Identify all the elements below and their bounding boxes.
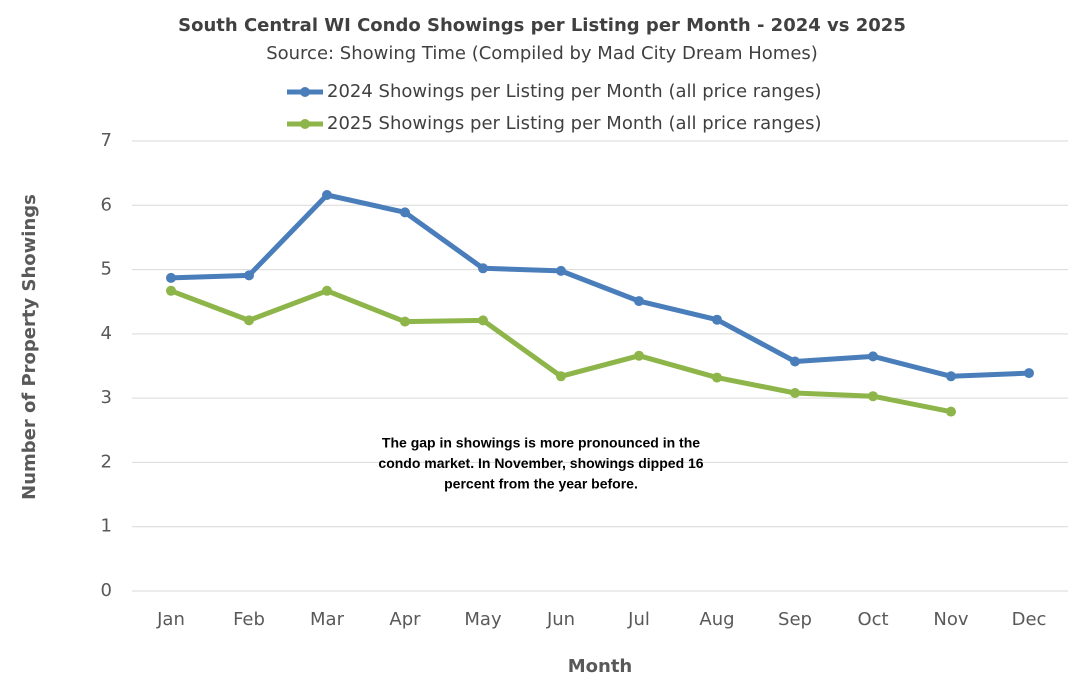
legend-marker <box>300 119 310 129</box>
y-tick-label: 6 <box>101 194 112 215</box>
x-tick-label: Apr <box>389 609 421 630</box>
annotation: condo market. In November, showings dipp… <box>378 455 703 471</box>
data-point <box>166 272 176 283</box>
x-tick-label: Jul <box>627 609 650 630</box>
x-axis-title: Month <box>568 656 633 677</box>
data-point <box>712 314 722 325</box>
data-point <box>556 371 566 382</box>
data-point <box>322 190 332 200</box>
annotation: The gap in showings is more pronounced i… <box>382 435 700 451</box>
series-line <box>170 192 1030 379</box>
data-point <box>400 316 410 327</box>
chart-subtitle: Source: Showing Time (Compiled by Mad Ci… <box>266 43 818 64</box>
legend-marker <box>300 87 310 97</box>
data-point <box>322 285 332 296</box>
data-point <box>244 270 254 281</box>
data-point <box>946 406 956 417</box>
data-point <box>400 207 410 218</box>
data-point <box>1024 368 1034 379</box>
x-tick-label: Jan <box>156 609 185 630</box>
y-tick-label: 5 <box>101 259 112 280</box>
data-point <box>166 285 176 296</box>
y-tick-label: 0 <box>101 580 112 601</box>
chart-title: South Central WI Condo Showings per List… <box>178 15 906 36</box>
legend-label: 2025 Showings per Listing per Month (all… <box>327 113 821 134</box>
x-tick-label: Aug <box>699 609 734 630</box>
x-tick-label: Dec <box>1012 609 1047 630</box>
y-tick-label: 1 <box>101 516 112 537</box>
x-tick-label: Feb <box>233 609 265 630</box>
data-point <box>946 371 956 382</box>
y-tick-label: 7 <box>101 130 112 151</box>
y-tick-label: 4 <box>101 323 112 344</box>
data-point <box>556 265 566 276</box>
data-point <box>244 315 254 326</box>
data-point <box>790 388 800 398</box>
data-point <box>712 372 722 383</box>
y-axis-title: Number of Property Showings <box>19 194 40 500</box>
x-tick-label: Nov <box>933 609 968 630</box>
x-tick-label: Sep <box>778 609 812 630</box>
data-point <box>478 315 488 326</box>
x-tick-label: Jun <box>546 609 575 630</box>
annotation: percent from the year before. <box>444 476 638 492</box>
data-point <box>868 391 878 402</box>
y-tick-label: 2 <box>101 451 112 472</box>
data-point <box>868 351 878 362</box>
legend-label: 2024 Showings per Listing per Month (all… <box>327 81 821 102</box>
series-line <box>170 288 952 415</box>
data-point <box>634 350 644 361</box>
x-tick-label: Mar <box>310 609 345 630</box>
y-tick-label: 3 <box>101 387 112 408</box>
x-tick-label: Oct <box>857 609 888 630</box>
data-point <box>790 356 800 367</box>
data-point <box>478 263 488 274</box>
data-point <box>634 296 644 307</box>
x-tick-label: May <box>464 609 502 630</box>
